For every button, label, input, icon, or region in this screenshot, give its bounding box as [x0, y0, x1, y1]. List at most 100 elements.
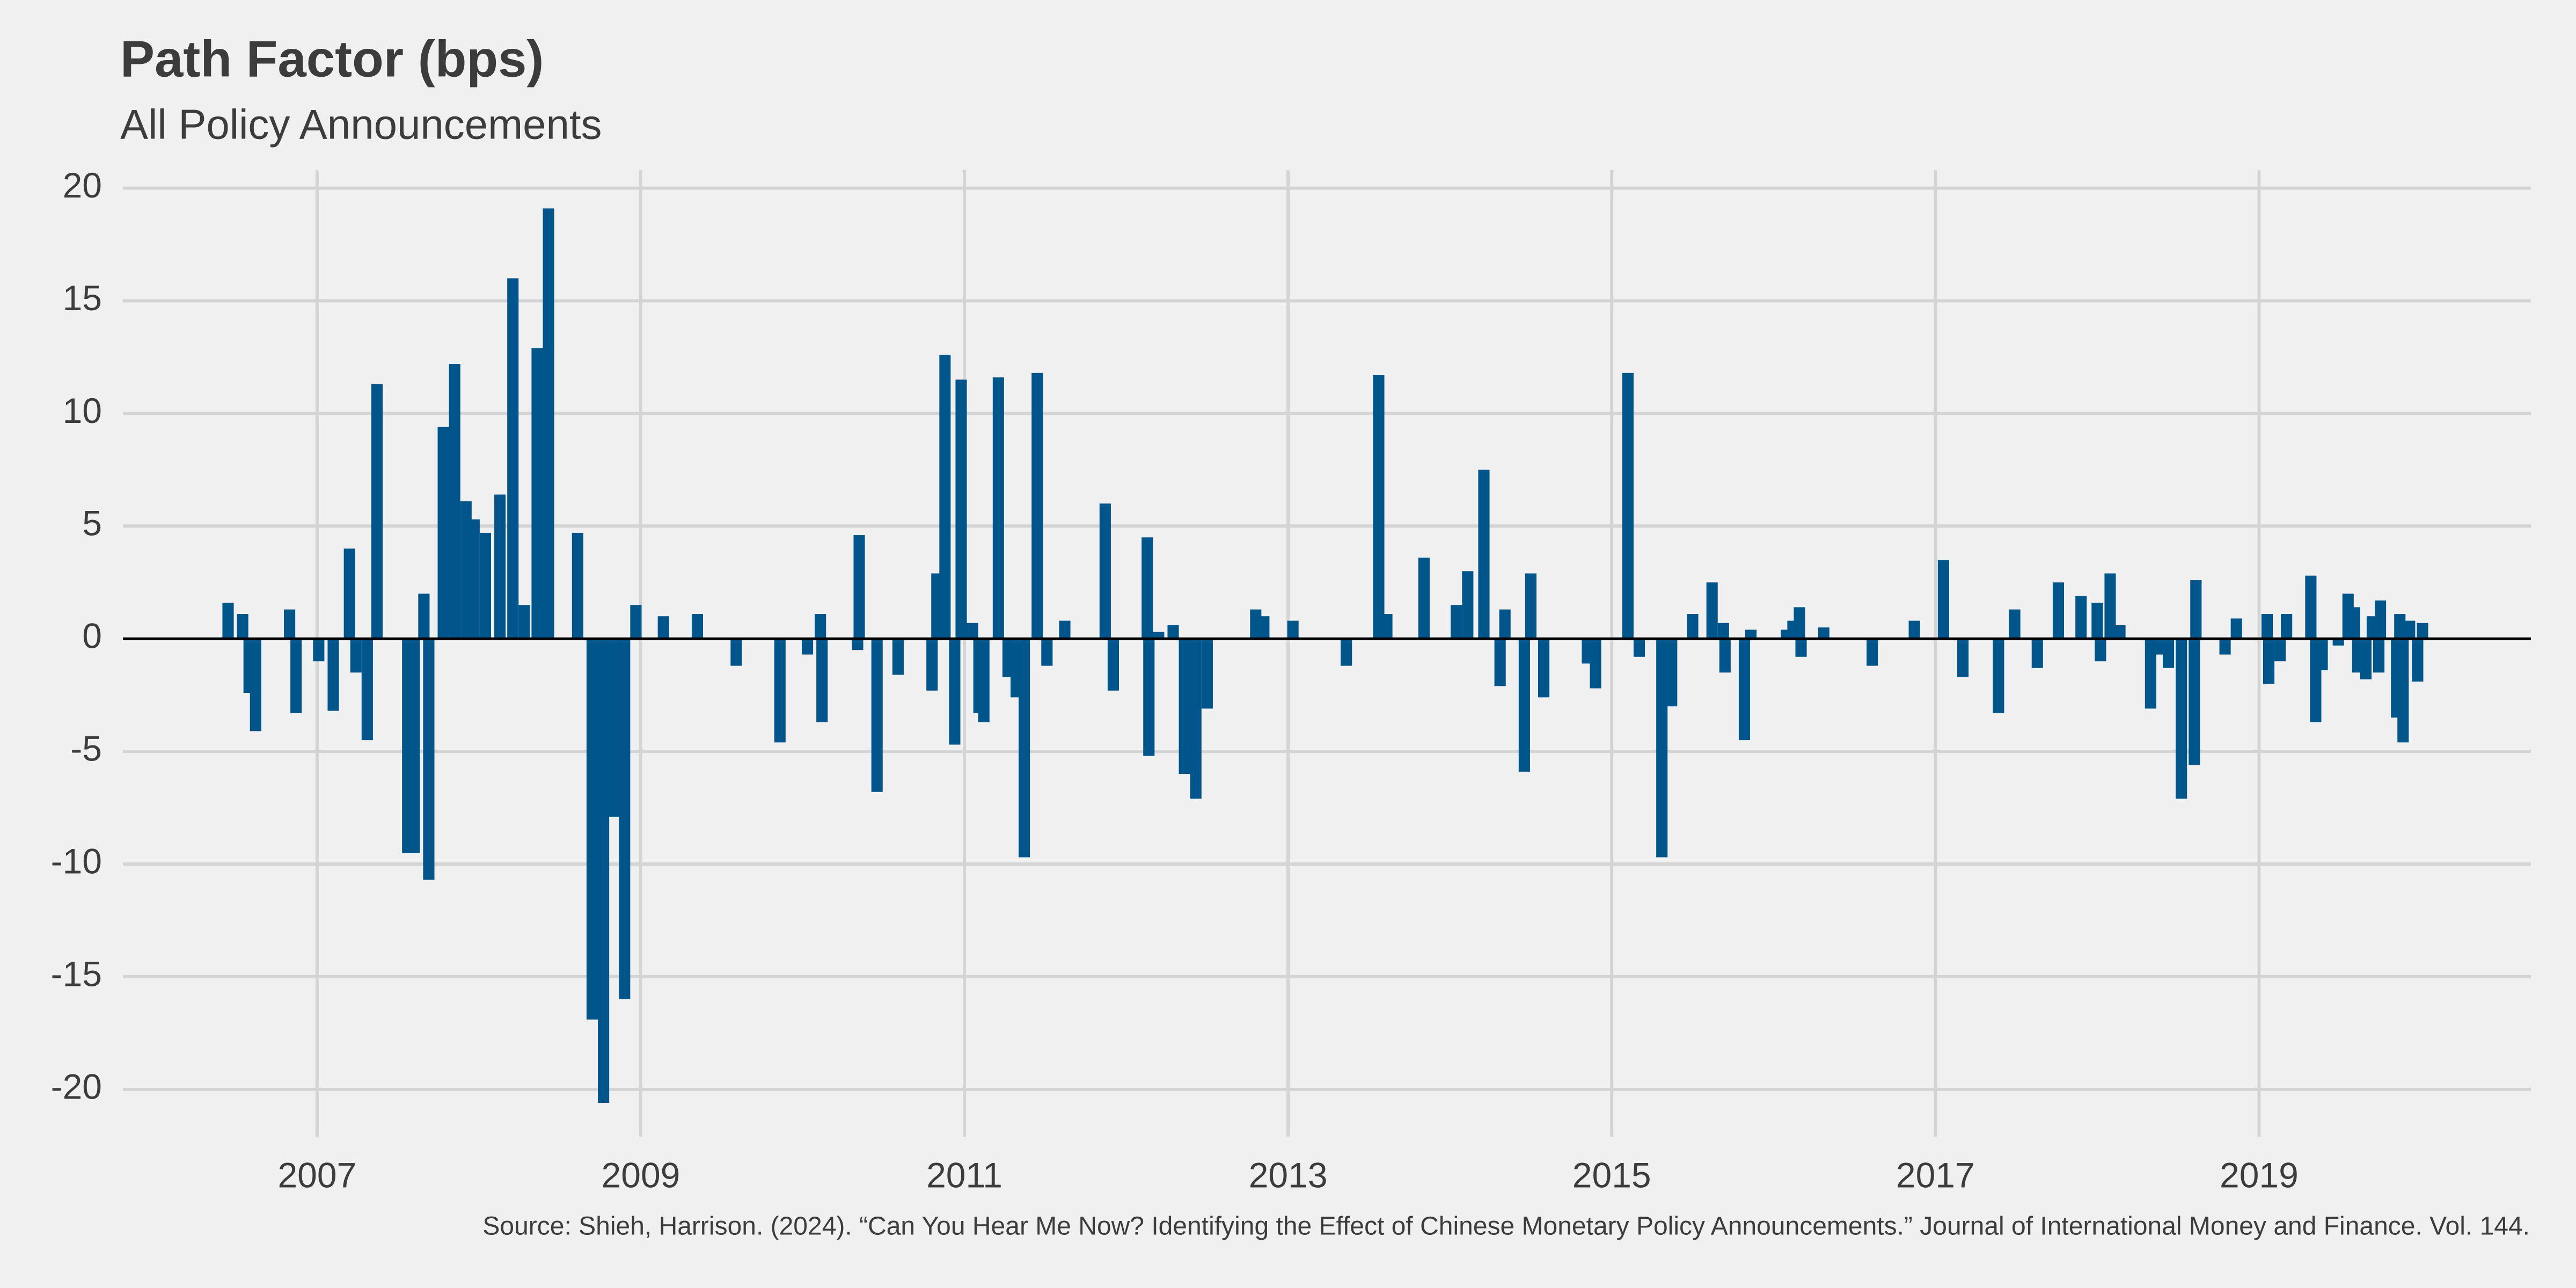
x-tick-label: 2007 [277, 1155, 356, 1195]
bar [2230, 618, 2242, 639]
bar [1518, 639, 1530, 772]
bar [222, 603, 234, 639]
bar [1099, 503, 1111, 639]
bar [1738, 639, 1751, 741]
bar [1179, 639, 1190, 774]
bar [449, 364, 460, 639]
bar [1745, 630, 1757, 639]
bar [1478, 470, 1490, 639]
y-tick-label: 10 [63, 391, 102, 430]
bar [343, 548, 355, 639]
bar [892, 639, 904, 675]
x-tick-label: 2009 [602, 1155, 680, 1195]
bar [1041, 639, 1053, 666]
y-tick-label: 15 [63, 278, 102, 318]
y-tick-label: 5 [82, 503, 102, 543]
bar [2375, 600, 2387, 639]
bar [816, 639, 828, 722]
bar [2394, 614, 2406, 639]
bar [1287, 620, 1299, 639]
bar [1031, 372, 1043, 639]
bar [572, 532, 583, 639]
bar [852, 639, 863, 650]
bar [2305, 575, 2317, 639]
bar [2162, 639, 2175, 668]
bar [1107, 639, 1119, 691]
bar [1656, 639, 1668, 858]
bar [1059, 620, 1071, 639]
bar [992, 377, 1004, 639]
bar [1622, 372, 1634, 639]
bar [1818, 627, 1829, 639]
bar [2332, 639, 2344, 646]
bar [1019, 639, 1030, 858]
bar [1341, 639, 1352, 666]
bar [2281, 614, 2293, 639]
bar [1494, 639, 1506, 686]
x-tick-label: 2015 [1572, 1155, 1651, 1195]
bar [2052, 582, 2065, 639]
bar [1141, 537, 1153, 639]
y-tick-label: 0 [82, 616, 102, 656]
bar [853, 535, 865, 639]
bar [361, 639, 373, 741]
bar [1418, 558, 1430, 639]
bar [608, 639, 619, 817]
bar [1908, 620, 1920, 639]
bar [598, 639, 610, 1103]
bar [1867, 639, 1878, 666]
bar [1666, 639, 1678, 707]
bar [423, 639, 435, 880]
bar [1717, 623, 1729, 639]
bar [479, 532, 492, 639]
bar [2412, 639, 2424, 682]
bar [774, 639, 786, 743]
bar [2274, 639, 2286, 662]
y-tick-label: -20 [51, 1066, 102, 1106]
x-tick-label: 2019 [2220, 1155, 2299, 1195]
bar [313, 639, 325, 662]
bar [2348, 607, 2360, 639]
bar [543, 208, 554, 639]
y-tick-label: 20 [63, 165, 102, 205]
y-tick-label: -15 [51, 954, 102, 993]
bar [967, 623, 978, 639]
bar [691, 614, 704, 639]
bar [290, 639, 302, 713]
bar [1258, 616, 1270, 639]
bar [518, 605, 530, 639]
bar [939, 355, 951, 639]
bar [2404, 620, 2416, 639]
bar [1719, 639, 1731, 673]
bar [1538, 639, 1550, 698]
bar [586, 639, 598, 1020]
bar [1525, 573, 1537, 639]
bar [1373, 375, 1385, 639]
bar [1201, 639, 1213, 709]
bar [730, 639, 742, 666]
y-tick-label: -5 [70, 729, 102, 769]
bar [408, 639, 420, 853]
bar [2009, 609, 2021, 639]
bar [2114, 625, 2126, 639]
bar [1633, 639, 1645, 657]
bar [1706, 582, 1718, 639]
bar [2360, 639, 2372, 679]
bar [2189, 639, 2200, 765]
bar [1167, 625, 1179, 639]
bar [1190, 639, 1202, 799]
bar [2373, 639, 2385, 673]
bar [494, 494, 506, 639]
bar [949, 639, 961, 745]
bar [531, 348, 543, 639]
bar [801, 639, 814, 655]
bar [955, 379, 967, 639]
bar [871, 639, 883, 792]
bar [350, 639, 362, 673]
bar [1499, 609, 1511, 639]
bar [2075, 596, 2087, 639]
bar [2031, 639, 2043, 668]
bar [630, 605, 642, 639]
